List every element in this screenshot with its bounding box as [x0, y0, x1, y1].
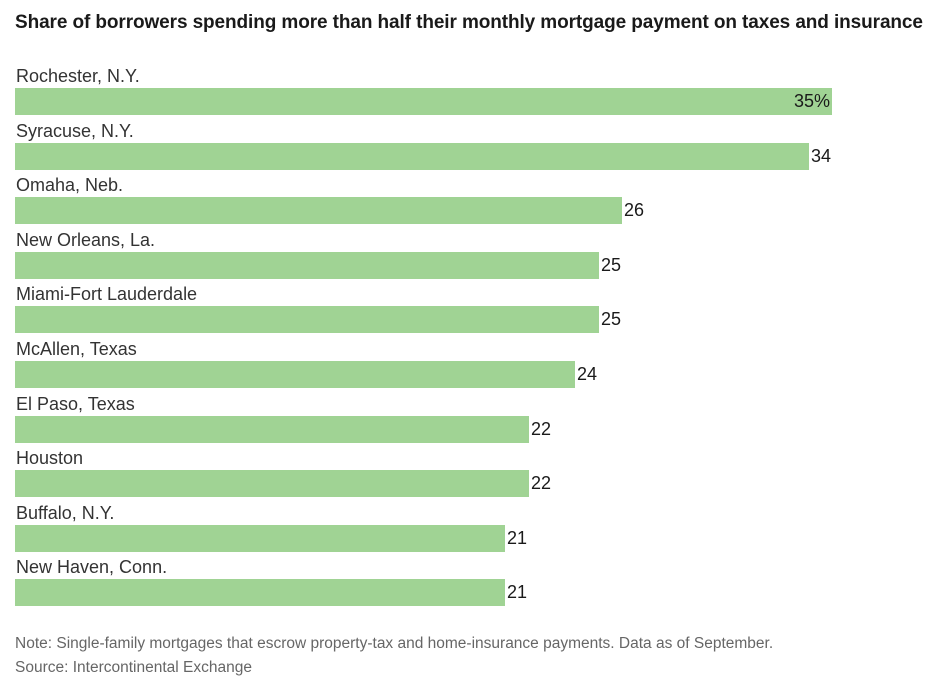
bar [15, 306, 599, 334]
bar [15, 415, 529, 443]
category-label: New Haven, Conn. [16, 557, 168, 578]
bar [15, 470, 529, 498]
category-label: New Orleans, La. [16, 229, 156, 250]
value-label: 25 [601, 254, 622, 275]
bar [15, 579, 505, 607]
category-label: McAllen, Texas [16, 339, 137, 359]
category-label: Buffalo, N.Y. [16, 502, 115, 523]
chart-source: Source: Intercontinental Exchange [15, 659, 252, 676]
value-label: 22 [531, 418, 552, 439]
chart-note: Note: Single-family mortgages that escro… [15, 635, 774, 652]
bar [15, 524, 505, 552]
bar [15, 142, 809, 170]
value-label: 34 [811, 145, 832, 166]
category-label: Miami-Fort Lauderdale [16, 284, 198, 305]
chart-title: Share of borrowers spending more than ha… [15, 12, 923, 33]
value-label: 35% [794, 91, 831, 111]
category-label: Omaha, Neb. [16, 175, 124, 196]
value-label: 24 [577, 364, 598, 384]
bar [15, 88, 832, 115]
value-label: 21 [507, 527, 528, 548]
value-label: 26 [624, 200, 645, 221]
bar [15, 361, 575, 388]
category-label: Houston [16, 448, 84, 469]
value-label: 22 [531, 473, 552, 494]
category-label: Rochester, N.Y. [16, 66, 140, 86]
bar [15, 251, 599, 279]
value-label: 25 [601, 309, 622, 330]
category-label: Syracuse, N.Y. [16, 120, 134, 141]
bar [15, 197, 622, 225]
value-label: 21 [507, 582, 528, 603]
category-label: El Paso, Texas [16, 393, 135, 414]
